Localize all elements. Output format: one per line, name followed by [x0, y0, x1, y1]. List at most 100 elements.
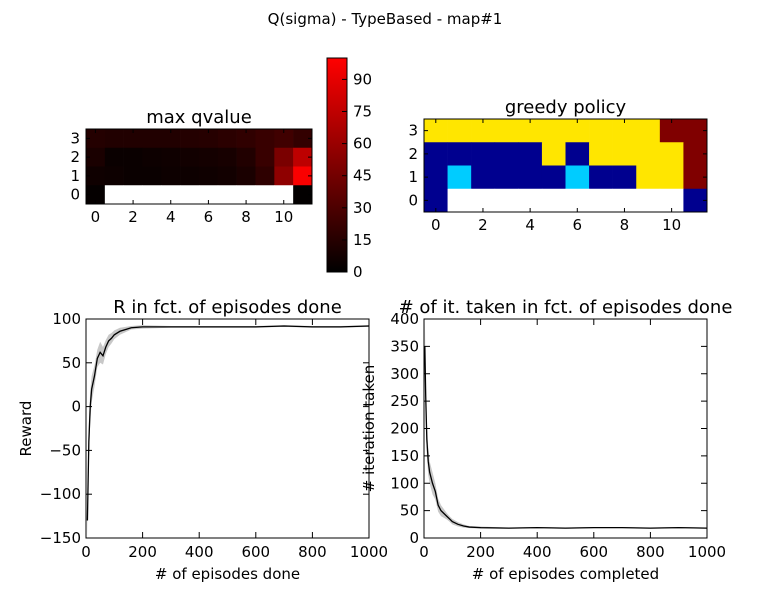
policy-cell — [636, 165, 661, 190]
policy-cell — [541, 119, 566, 143]
policy-cell — [565, 119, 590, 143]
qvalue-xtick-label: 10 — [274, 208, 293, 226]
policy-cell — [612, 165, 637, 190]
policy-title: greedy policy — [505, 97, 627, 118]
colorbar-tick-label: 60 — [353, 135, 372, 153]
qvalue-cell — [123, 147, 143, 167]
qvalue-cell — [123, 185, 143, 205]
policy-xtick-label: 8 — [620, 216, 630, 234]
policy-frame — [423, 118, 708, 213]
policy-cell — [518, 119, 543, 143]
qvalue-cell — [255, 147, 275, 167]
qvalue-cell — [104, 185, 124, 205]
policy-cell — [494, 142, 519, 166]
policy-cell — [518, 142, 543, 166]
iters-xtick-label: 0 — [419, 543, 429, 561]
qvalue-cell — [123, 166, 143, 186]
policy-xtick-label: 10 — [662, 216, 681, 234]
qvalue-cell — [142, 185, 162, 205]
policy-cell — [589, 119, 613, 143]
policy-cell — [683, 142, 708, 166]
reward-xtick-label: 600 — [241, 543, 270, 561]
reward-xlabel: # of episodes done — [155, 565, 300, 583]
qvalue-cell — [161, 147, 181, 167]
colorbar-tick-label: 30 — [353, 199, 372, 217]
policy-cell — [447, 119, 472, 143]
policy-cell — [471, 165, 496, 190]
iters-ytick-label: 400 — [390, 310, 419, 328]
qvalue-cell — [86, 129, 106, 149]
colorbar-tick-label: 90 — [353, 70, 372, 88]
policy-cell — [659, 119, 684, 143]
iters-ytick-label: 200 — [390, 420, 419, 438]
colorbar-tick-label: 15 — [353, 231, 372, 249]
qvalue-cell — [274, 147, 294, 167]
policy-cell — [518, 188, 543, 213]
policy-ytick-label: 1 — [408, 168, 418, 186]
policy-ytick-label: 3 — [408, 122, 418, 140]
policy-cell — [636, 119, 661, 143]
policy-cell — [494, 119, 519, 143]
qvalue-cell — [142, 166, 162, 186]
qvalue-cell — [142, 129, 162, 149]
qvalue-cell — [236, 129, 256, 149]
reward-ytick-label: −100 — [40, 485, 81, 503]
reward-ylabel: Reward — [17, 401, 35, 457]
qvalue-cell — [293, 129, 313, 149]
qvalue-cell — [104, 166, 124, 186]
qvalue-cell — [180, 166, 200, 186]
qvalue-xtick-label: 6 — [204, 208, 214, 226]
qvalue-cell — [199, 147, 219, 167]
reward-xtick-label: 400 — [185, 543, 214, 561]
reward-ytick-label: 50 — [62, 354, 81, 372]
qvalue-cell — [217, 129, 237, 149]
iters-frame — [423, 318, 708, 539]
policy-cell — [424, 142, 448, 166]
qvalue-frame — [85, 128, 313, 205]
qvalue-title: max qvalue — [146, 107, 252, 128]
qvalue-cell — [217, 166, 237, 186]
policy-cell — [659, 165, 684, 190]
policy-cell — [424, 188, 448, 213]
qvalue-cell — [236, 147, 256, 167]
policy-cell — [659, 142, 684, 166]
policy-cell — [589, 165, 613, 190]
policy-cell — [541, 188, 566, 213]
iters-ytick-label: 150 — [390, 447, 419, 465]
qvalue-cell — [180, 147, 200, 167]
qvalue-colorbar: 0 15 30 45 60 75 90 — [326, 57, 372, 281]
policy-ytick-label: 2 — [408, 145, 418, 163]
reward-line-chart: 0 200 400 600 800 1000 −150 −100 −50 0 50 100 R in f… — [17, 297, 388, 583]
reward-xtick-label: 800 — [298, 543, 327, 561]
reward-series-line — [86, 325, 370, 521]
policy-cell — [541, 165, 566, 190]
qvalue-xtick-label: 2 — [128, 208, 138, 226]
qvalue-cell — [199, 185, 219, 205]
reward-frame — [85, 318, 370, 539]
reward-ytick-label: 100 — [52, 310, 81, 328]
policy-cell — [659, 188, 684, 213]
qvalue-cell — [180, 185, 200, 205]
iters-xtick-label: 400 — [523, 543, 552, 561]
policy-cell — [518, 165, 543, 190]
reward-xtick-label: 0 — [81, 543, 91, 561]
policy-cell — [683, 188, 708, 213]
policy-cell — [636, 142, 661, 166]
policy-cell — [612, 142, 637, 166]
iters-xlabel: # of episodes completed — [472, 565, 659, 583]
qvalue-cell — [123, 129, 143, 149]
iters-xtick-label: 600 — [579, 543, 608, 561]
reward-xtick-label: 1000 — [350, 543, 388, 561]
qvalue-cell — [180, 129, 200, 149]
policy-cell — [612, 119, 637, 143]
reward-confidence-band — [87, 325, 369, 538]
policy-cell — [494, 188, 519, 213]
policy-cell — [447, 188, 472, 213]
qvalue-cell — [104, 129, 124, 149]
iters-series-line — [424, 346, 708, 529]
qvalue-cell — [217, 185, 237, 205]
colorbar-tick-label: 0 — [353, 263, 363, 281]
reward-ytick-label: −150 — [40, 529, 81, 547]
